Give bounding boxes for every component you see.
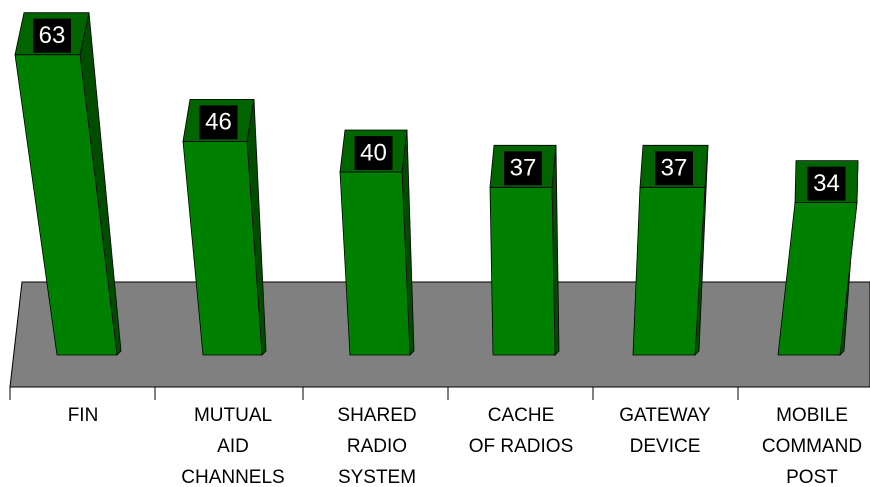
x-tick-label: POST <box>786 467 838 487</box>
value-label: 37 <box>661 155 688 182</box>
value-label: 63 <box>39 22 66 49</box>
value-label-box <box>33 18 71 53</box>
x-tick-label: CACHE <box>488 405 555 426</box>
x-tick-label: GATEWAY <box>619 405 711 426</box>
bar-front <box>489 186 556 356</box>
x-tick-label: RADIO <box>347 436 407 457</box>
bar-front <box>339 171 411 356</box>
x-tick-label: DEVICE <box>630 436 701 457</box>
value-label: 34 <box>813 170 840 197</box>
x-tick-label: SHARED <box>337 405 416 426</box>
value-label-box <box>354 136 393 170</box>
x-tick-label: SYSTEM <box>338 467 416 487</box>
x-tick-label: CHANNELS <box>181 467 284 487</box>
value-label-box <box>504 151 542 186</box>
x-tick-label: AID <box>217 436 249 457</box>
x-tick-label: MOBILE <box>776 405 848 426</box>
value-label: 37 <box>510 155 537 182</box>
value-label-box <box>199 105 238 140</box>
x-tick-label: FIN <box>68 405 99 426</box>
bar-front <box>632 186 706 356</box>
value-label-box <box>655 151 693 186</box>
value-label-box <box>807 166 846 201</box>
floor <box>9 281 870 388</box>
x-tick-label: COMMAND <box>762 436 862 457</box>
value-label: 40 <box>360 139 387 166</box>
x-tick-label: MUTUAL <box>194 405 272 426</box>
value-label: 46 <box>205 109 232 136</box>
x-tick-label: OF RADIOS <box>469 436 574 457</box>
